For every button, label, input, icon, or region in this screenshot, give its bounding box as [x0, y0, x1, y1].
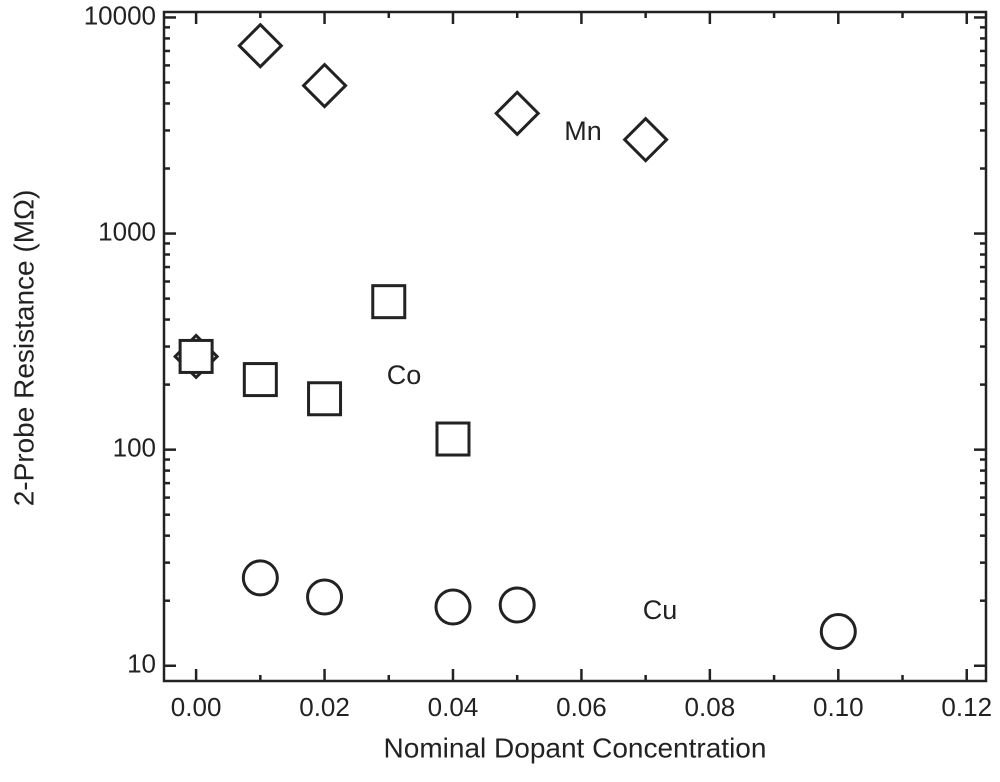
y-axis-title: 2-Probe Resistance (MΩ) [8, 190, 39, 507]
series-label: Mn [564, 116, 602, 146]
y-tick-label: 1000 [98, 216, 156, 246]
diamond-marker [237, 22, 284, 69]
x-tick-label: 0.04 [428, 692, 479, 722]
series-label: Co [387, 360, 422, 390]
x-tick-label: 0.10 [813, 692, 864, 722]
y-tick-label: 100 [113, 433, 156, 463]
circle-marker [498, 586, 536, 624]
square-marker [371, 284, 407, 320]
series-label: Cu [643, 595, 678, 625]
x-tick-label: 0.12 [941, 692, 992, 722]
circle-marker [241, 559, 279, 597]
diamond-marker [622, 116, 669, 163]
square-marker [307, 381, 343, 417]
square-marker [435, 421, 471, 457]
x-tick-label: 0.02 [299, 692, 350, 722]
y-tick-label: 10 [127, 649, 156, 679]
circle-marker [306, 578, 344, 616]
x-tick-label: 0.00 [171, 692, 222, 722]
diamond-marker [494, 90, 541, 137]
plot-frame [162, 10, 988, 683]
square-marker [178, 338, 214, 374]
y-tick-label: 10000 [84, 0, 156, 30]
square-marker [242, 362, 278, 398]
circle-marker [434, 588, 472, 626]
circle-marker [819, 613, 857, 651]
x-tick-label: 0.06 [556, 692, 607, 722]
x-tick-label: 0.08 [685, 692, 736, 722]
x-axis-title: Nominal Dopant Concentration [384, 732, 767, 763]
diamond-marker [301, 62, 348, 109]
